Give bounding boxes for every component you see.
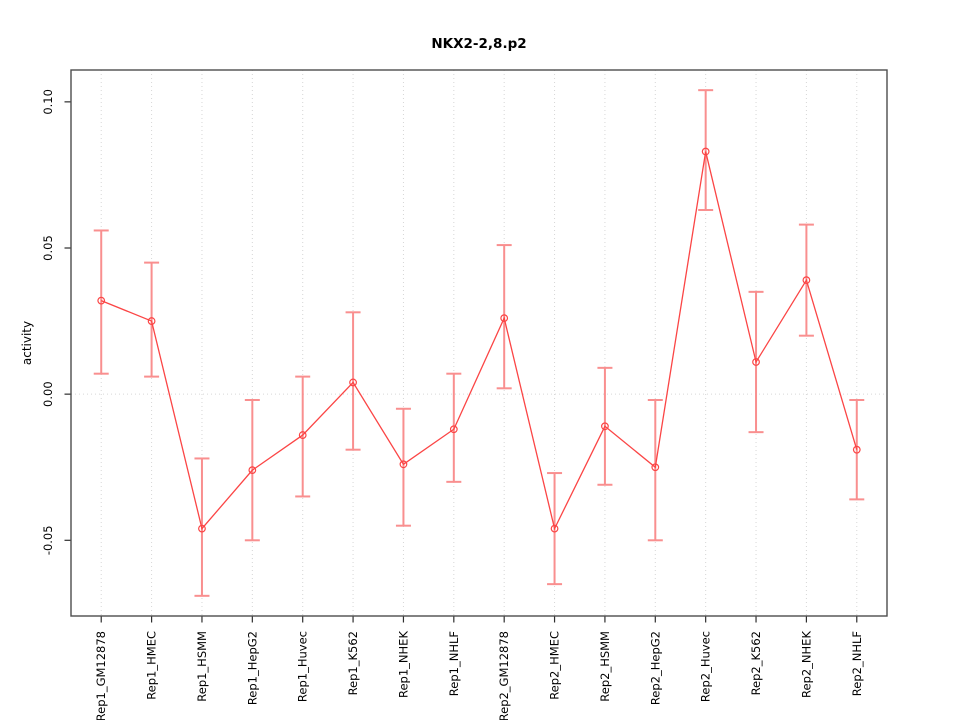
data-point bbox=[500, 314, 509, 323]
x-tick-label: Rep2_GM12878 bbox=[497, 631, 511, 720]
x-tick-label: Rep1_NHLF bbox=[447, 631, 461, 696]
data-point bbox=[651, 463, 660, 472]
x-tick-label: Rep2_HepG2 bbox=[648, 631, 662, 705]
data-point bbox=[852, 445, 861, 454]
x-tick-label: Rep1_HSMM bbox=[195, 631, 209, 702]
data-point bbox=[601, 422, 609, 431]
data-point bbox=[198, 524, 206, 533]
y-tick-label: 0.00 bbox=[41, 381, 55, 407]
data-point bbox=[399, 460, 408, 469]
data-point bbox=[701, 147, 710, 156]
chart-title: NKX2-2,8.p2 bbox=[431, 36, 527, 52]
x-tick-label: Rep2_NHEK bbox=[799, 631, 813, 698]
x-tick-label: Rep1_Huvec bbox=[296, 631, 310, 702]
x-tick-label: Rep2_HMEC bbox=[548, 631, 562, 700]
data-point bbox=[298, 431, 307, 439]
plot-box bbox=[70, 69, 888, 617]
data-point bbox=[752, 358, 760, 366]
data-point bbox=[349, 378, 357, 387]
x-tick-label: Rep1_GM12878 bbox=[94, 631, 108, 720]
series-line bbox=[100, 151, 858, 531]
data-point bbox=[449, 425, 458, 434]
x-tick-label: Rep1_NHEK bbox=[396, 631, 410, 698]
x-tick-label: Rep2_NHLF bbox=[850, 631, 864, 696]
x-tick-label: Rep1_HMEC bbox=[145, 631, 159, 700]
x-tick-label: Rep1_HepG2 bbox=[245, 631, 259, 705]
data-point bbox=[97, 296, 106, 305]
y-tick-label: 0.05 bbox=[41, 235, 55, 261]
data-point bbox=[248, 466, 257, 475]
data-point bbox=[802, 276, 811, 285]
data-point bbox=[550, 524, 559, 533]
y-tick-label: 0.10 bbox=[41, 89, 55, 115]
y-tick-label: -0.05 bbox=[41, 525, 55, 555]
x-tick-label: Rep1_K562 bbox=[346, 631, 360, 695]
data-point bbox=[147, 317, 156, 325]
x-tick-label: Rep2_Huvec bbox=[699, 631, 713, 702]
x-tick-label: Rep2_K562 bbox=[749, 631, 763, 695]
x-tick-label: Rep2_HSMM bbox=[598, 631, 612, 702]
